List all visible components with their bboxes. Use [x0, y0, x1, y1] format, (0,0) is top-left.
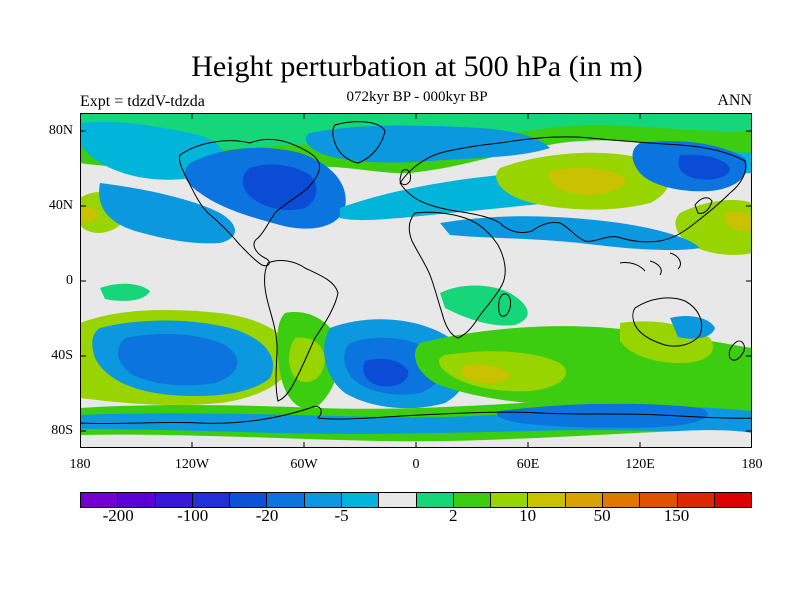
coast-new-zealand	[728, 340, 745, 361]
lon-tick-0: 0	[412, 457, 420, 472]
colorbar-label-0: -200	[102, 506, 134, 525]
map-panel	[80, 113, 752, 448]
colorbar-box-14	[602, 493, 641, 507]
region-ne-pacific-core	[725, 211, 752, 232]
region-trop-pacific-green	[100, 283, 150, 301]
lon-tick-120w: 120W	[174, 457, 210, 472]
coast-africa	[408, 211, 506, 339]
colorbar-box-4	[230, 493, 268, 507]
coast-north-america	[179, 138, 321, 267]
lon-tick-180e: 180	[741, 457, 763, 472]
coast-indonesia	[619, 252, 681, 276]
region-s-atlantic-core	[363, 358, 409, 387]
colorbar-box-7	[341, 493, 380, 507]
region-north-america-core	[242, 164, 317, 210]
coast-antarctica	[80, 405, 752, 425]
colorbar-box-5	[267, 493, 305, 507]
lon-tick-60e: 60E	[516, 457, 540, 472]
lat-tick-0: 0	[66, 273, 73, 288]
colorbar-label-5: 10	[519, 506, 537, 525]
colorbar-label-6: 50	[593, 506, 611, 525]
colorbar-box-6	[304, 493, 342, 507]
colorbar-box-13	[565, 493, 603, 507]
lon-tick-180w: 180	[69, 457, 91, 472]
coast-eurasia	[399, 136, 747, 243]
region-n-pacific-cyan	[80, 121, 224, 180]
coast-madagascar	[498, 293, 511, 317]
region-antarctic-core	[496, 403, 708, 428]
colorbar-box-12	[528, 493, 566, 507]
colorbar-box-3	[192, 493, 231, 507]
experiment-label: Expt = tdzdV-tdzda	[80, 93, 205, 110]
coast-greenland	[332, 121, 386, 164]
colorbar-label-7: 150	[663, 506, 690, 525]
coast-australia	[632, 297, 703, 347]
colorbar-label-4: 2	[448, 506, 458, 525]
colorbar-label-1: -100	[177, 506, 209, 525]
colorbar-box-10	[453, 493, 492, 507]
lat-tick-40n: 40N	[48, 198, 73, 213]
colorbar-box-11	[491, 493, 529, 507]
coast-japan	[694, 197, 713, 214]
lon-tick-120e: 120E	[625, 457, 655, 472]
coast-south-america	[264, 260, 339, 402]
region-s-indian-core	[461, 364, 510, 383]
region-antarctic-gray	[80, 430, 752, 448]
season-label: ANN	[717, 92, 752, 109]
lat-tick-80s: 80S	[51, 423, 73, 438]
colorbar-box-16	[677, 493, 715, 507]
region-w-pacific-core	[80, 206, 98, 222]
plot-title: Height perturbation at 500 hPa (in m)	[191, 50, 643, 83]
colorbar-box-9	[416, 493, 454, 507]
colorbar-box-17	[714, 493, 752, 507]
colorbar-box-8	[379, 493, 417, 507]
lat-tick-40s: 40S	[51, 348, 73, 363]
region-s-america-yellow	[288, 337, 325, 383]
colorbar	[80, 492, 752, 508]
contour-map	[80, 113, 752, 448]
colorbar-label-3: -5	[334, 506, 349, 525]
region-tropical-band	[440, 216, 700, 251]
colorbar-box-2	[155, 493, 193, 507]
colorbar-box-0	[81, 493, 119, 507]
coastlines	[80, 121, 752, 425]
region-australia-low	[670, 316, 715, 339]
axis-ticks	[80, 113, 752, 448]
colorbar-box-1	[118, 493, 156, 507]
region-eurasia-high-core	[549, 167, 626, 195]
lon-tick-60w: 60W	[290, 457, 318, 472]
colorbar-label-2: -20	[255, 506, 279, 525]
region-n-atlantic-cyan	[305, 125, 550, 163]
colorbar-box-15	[640, 493, 678, 507]
plot-subtitle: 072kyr BP - 000kyr BP	[346, 89, 488, 105]
lat-tick-80n: 80N	[48, 123, 73, 138]
region-e-pacific-band	[99, 183, 235, 244]
region-s-pacific-core	[118, 333, 238, 386]
region-siberia-core	[678, 154, 730, 180]
coast-uk	[399, 169, 411, 186]
